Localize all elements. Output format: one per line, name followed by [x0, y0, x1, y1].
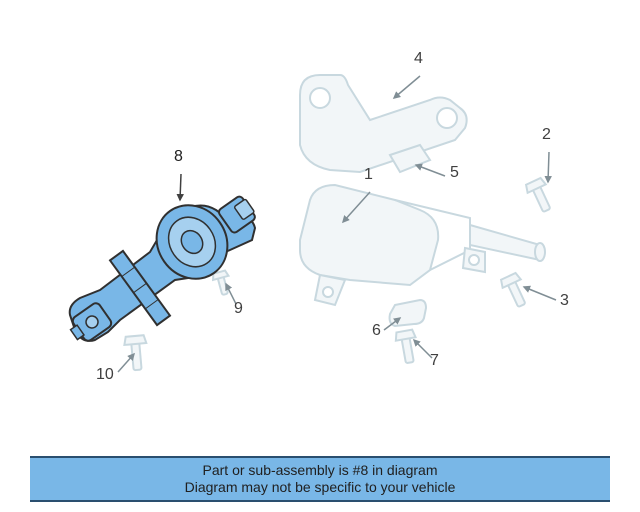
callout-6: 6 [372, 322, 381, 340]
diagram-stage: 1 2 3 4 5 6 7 8 9 10 Part or sub-assembl… [0, 0, 640, 512]
caption-line-2: Diagram may not be specific to your vehi… [30, 479, 610, 496]
highlighted-part-8 [66, 191, 258, 346]
caption-line-1: Part or sub-assembly is #8 in diagram [30, 462, 610, 479]
callout-3: 3 [560, 292, 569, 310]
callout-9: 9 [234, 300, 243, 318]
caption-box: Part or sub-assembly is #8 in diagram Di… [30, 456, 610, 502]
callout-5: 5 [450, 164, 459, 182]
callout-7: 7 [430, 352, 439, 370]
callout-8: 8 [174, 148, 183, 166]
callout-2: 2 [542, 126, 551, 144]
callout-10: 10 [96, 366, 114, 384]
callout-4: 4 [414, 50, 423, 68]
callout-1: 1 [364, 166, 373, 184]
diagram-svg [0, 0, 640, 512]
